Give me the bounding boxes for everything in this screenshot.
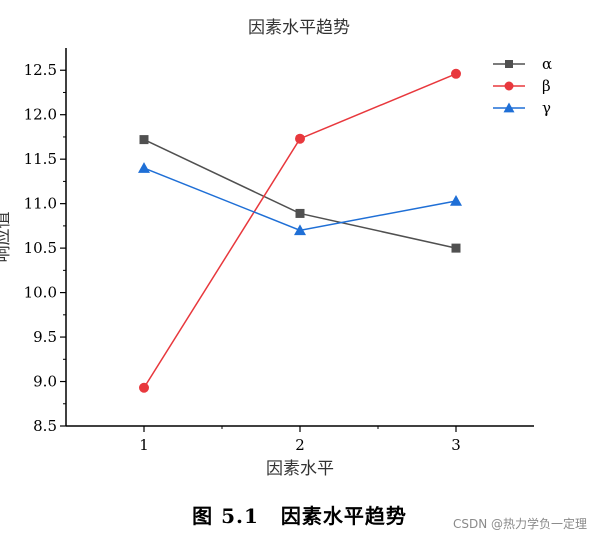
figure-number: 图 5.1 bbox=[192, 504, 259, 528]
data-point bbox=[451, 68, 461, 79]
y-tick-label: 9.5 bbox=[33, 328, 57, 346]
y-tick-label: 12.0 bbox=[24, 106, 57, 124]
y-tick-label: 9.0 bbox=[33, 373, 57, 391]
y-tick-label: 8.5 bbox=[33, 417, 57, 435]
data-point bbox=[295, 133, 305, 144]
chart-title: 因素水平趋势 bbox=[248, 18, 350, 38]
series-layer bbox=[138, 68, 462, 393]
figure-caption: 图 5.1 因素水平趋势 bbox=[0, 500, 599, 529]
legend-item: α bbox=[493, 55, 552, 73]
y-tick-label: 10.5 bbox=[24, 239, 57, 257]
legend-label: β bbox=[542, 77, 551, 95]
legend-item: γ bbox=[493, 99, 551, 117]
data-point bbox=[139, 135, 149, 145]
y-tick-label: 11.0 bbox=[24, 195, 57, 213]
data-point bbox=[139, 382, 149, 393]
legend-marker bbox=[504, 81, 514, 91]
legend-item: β bbox=[493, 77, 551, 95]
series-line bbox=[143, 167, 457, 232]
y-axis-label: 响应值 bbox=[0, 212, 13, 263]
y-tick-label: 10.0 bbox=[24, 284, 57, 302]
y-tick-label: 11.5 bbox=[24, 150, 57, 168]
figure-caption-text: 因素水平趋势 bbox=[280, 504, 407, 528]
x-axis-label: 因素水平 bbox=[266, 459, 334, 479]
series-2 bbox=[139, 68, 461, 393]
legend-marker bbox=[503, 102, 515, 113]
x-tick-label: 1 bbox=[139, 436, 149, 454]
line-chart: 因素水平趋势 8.5 9.0 9.5 10.0 10.5 11.0 11.5 12.0 12.5… bbox=[0, 18, 552, 479]
x-tick-label: 2 bbox=[295, 436, 305, 454]
series-3 bbox=[138, 162, 462, 236]
legend-marker bbox=[505, 60, 513, 68]
data-point bbox=[294, 224, 306, 236]
legend-label: α bbox=[542, 55, 552, 73]
y-tick-label: 12.5 bbox=[24, 61, 57, 79]
data-point bbox=[295, 208, 305, 218]
axes bbox=[65, 48, 534, 427]
x-tick-label: 3 bbox=[451, 436, 461, 454]
series-1 bbox=[139, 135, 461, 253]
legend: αβγ bbox=[493, 55, 552, 117]
data-point bbox=[450, 194, 462, 206]
y-ticks: 8.5 9.0 9.5 10.0 10.5 11.0 11.5 12.0 12.5 bbox=[24, 61, 66, 435]
legend-label: γ bbox=[542, 99, 551, 117]
data-point bbox=[451, 243, 461, 253]
watermark-text: CSDN @热力学负一定理 bbox=[452, 517, 587, 531]
x-ticks: 1 2 3 bbox=[139, 426, 461, 454]
data-point bbox=[138, 162, 150, 173]
